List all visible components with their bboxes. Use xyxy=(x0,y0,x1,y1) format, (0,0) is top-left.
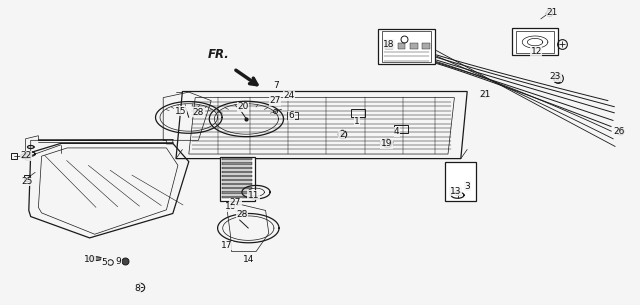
Bar xyxy=(222,179,252,181)
Bar xyxy=(222,183,252,185)
Bar xyxy=(351,109,365,117)
Text: 13: 13 xyxy=(450,187,461,196)
Bar xyxy=(382,31,431,62)
Text: 22: 22 xyxy=(20,151,31,160)
Text: 24: 24 xyxy=(284,91,295,100)
Ellipse shape xyxy=(88,257,102,260)
Bar xyxy=(222,171,252,173)
Bar xyxy=(385,43,393,49)
Bar xyxy=(410,43,418,49)
Text: 14: 14 xyxy=(243,255,254,264)
Bar xyxy=(422,43,430,49)
Text: 19: 19 xyxy=(381,139,392,149)
Text: 18: 18 xyxy=(383,40,395,49)
Text: 27: 27 xyxy=(269,96,281,105)
Text: 2: 2 xyxy=(339,130,344,139)
Bar xyxy=(222,163,252,165)
Bar xyxy=(222,191,252,193)
Bar xyxy=(512,28,558,55)
Text: 10: 10 xyxy=(84,255,95,264)
Text: 1: 1 xyxy=(355,117,360,127)
Bar xyxy=(220,157,255,201)
Text: 7: 7 xyxy=(274,81,279,90)
Text: 16: 16 xyxy=(225,202,236,211)
Text: 8: 8 xyxy=(135,284,140,293)
Bar xyxy=(222,158,252,160)
Bar xyxy=(445,162,476,201)
Text: 27: 27 xyxy=(230,198,241,207)
Bar xyxy=(287,112,298,119)
Text: 21: 21 xyxy=(479,90,491,99)
Text: 17: 17 xyxy=(221,241,233,250)
Bar xyxy=(394,125,408,133)
Bar xyxy=(397,43,405,49)
Text: 23: 23 xyxy=(550,72,561,81)
Text: 12: 12 xyxy=(531,47,542,56)
Text: 28: 28 xyxy=(193,108,204,117)
Bar xyxy=(222,196,252,198)
Text: 3: 3 xyxy=(465,181,470,191)
Text: 5: 5 xyxy=(102,258,107,267)
Bar xyxy=(222,167,252,169)
Text: 9: 9 xyxy=(116,257,121,266)
Text: FR.: FR. xyxy=(208,48,230,61)
Text: 21: 21 xyxy=(546,8,557,17)
Text: 26: 26 xyxy=(614,127,625,136)
Text: 28: 28 xyxy=(236,210,248,219)
Bar xyxy=(222,187,252,189)
Text: 6: 6 xyxy=(289,111,294,120)
Text: 11: 11 xyxy=(248,191,259,200)
Text: 15: 15 xyxy=(175,107,186,116)
Bar xyxy=(222,175,252,177)
Text: 20: 20 xyxy=(237,102,249,111)
Text: 25: 25 xyxy=(21,177,33,186)
Text: 4: 4 xyxy=(394,127,399,136)
Bar xyxy=(516,30,554,53)
Bar xyxy=(378,29,435,64)
